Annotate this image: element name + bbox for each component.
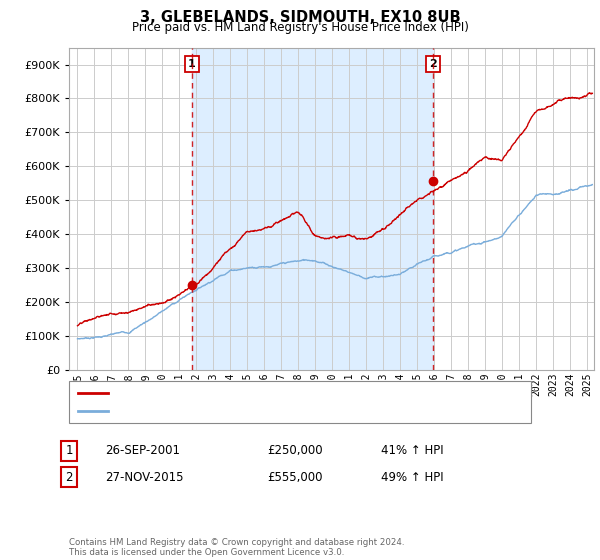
Text: £250,000: £250,000 [267, 444, 323, 458]
Text: 26-SEP-2001: 26-SEP-2001 [105, 444, 180, 458]
Text: 49% ↑ HPI: 49% ↑ HPI [381, 470, 443, 484]
Text: 3, GLEBELANDS, SIDMOUTH, EX10 8UB (detached house): 3, GLEBELANDS, SIDMOUTH, EX10 8UB (detac… [114, 388, 428, 398]
Text: HPI: Average price, detached house, East Devon: HPI: Average price, detached house, East… [114, 406, 379, 416]
Text: Price paid vs. HM Land Registry's House Price Index (HPI): Price paid vs. HM Land Registry's House … [131, 21, 469, 34]
Text: Contains HM Land Registry data © Crown copyright and database right 2024.
This d: Contains HM Land Registry data © Crown c… [69, 538, 404, 557]
Bar [192, 48, 433, 370]
Text: 1: 1 [188, 59, 196, 69]
Text: 27-NOV-2015: 27-NOV-2015 [105, 470, 184, 484]
Text: 1: 1 [65, 444, 73, 458]
Text: 2: 2 [429, 59, 436, 69]
Text: 2: 2 [65, 470, 73, 484]
Text: £555,000: £555,000 [267, 470, 323, 484]
Text: 3, GLEBELANDS, SIDMOUTH, EX10 8UB: 3, GLEBELANDS, SIDMOUTH, EX10 8UB [140, 10, 460, 25]
Text: 41% ↑ HPI: 41% ↑ HPI [381, 444, 443, 458]
